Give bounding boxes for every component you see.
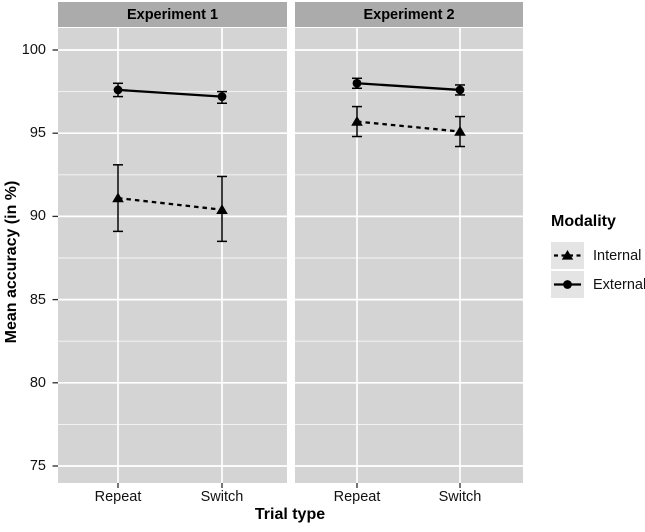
y-tick-label-75: 75 bbox=[29, 458, 46, 474]
legend-label-internal: Internal bbox=[593, 247, 642, 264]
marker-triangle-internal bbox=[454, 125, 466, 136]
legend-key-internal bbox=[551, 242, 584, 269]
legend-item-internal: Internal bbox=[551, 242, 645, 269]
marker-circle-external bbox=[113, 85, 123, 95]
marker-triangle-internal bbox=[351, 115, 363, 126]
series-line-external bbox=[117, 88, 223, 98]
y-tick-label-80: 80 bbox=[29, 375, 46, 391]
series-line-internal bbox=[117, 196, 223, 211]
x-tick-label-switch: Switch bbox=[438, 489, 482, 505]
marker-triangle-internal bbox=[112, 192, 124, 203]
x-tick-label-repeat: Repeat bbox=[94, 489, 142, 505]
facet-strip-experiment-1: Experiment 1 bbox=[58, 2, 287, 27]
dashed-triangle-sample-icon bbox=[554, 250, 581, 260]
legend-item-external: External bbox=[551, 271, 645, 298]
marker-circle-external bbox=[217, 92, 227, 101]
panel-1 bbox=[58, 28, 287, 483]
y-axis-title: Mean accuracy (in %) bbox=[3, 180, 20, 344]
y-tick-label-85: 85 bbox=[29, 292, 46, 308]
legend-key-external bbox=[551, 271, 584, 298]
y-tick-label-95: 95 bbox=[29, 125, 46, 141]
facet-strip-label: Experiment 1 bbox=[126, 6, 219, 23]
x-tick-label-switch: Switch bbox=[200, 489, 244, 505]
marker-circle-external bbox=[455, 85, 465, 95]
solid-circle-sample-icon bbox=[554, 280, 581, 289]
x-axis-title: Trial type bbox=[254, 506, 326, 523]
marker-triangle-internal bbox=[216, 204, 228, 214]
panel-2 bbox=[295, 28, 523, 483]
legend-title: Modality bbox=[551, 213, 616, 230]
facet-strip-label: Experiment 2 bbox=[363, 6, 455, 23]
facet-strip-experiment-2: Experiment 2 bbox=[295, 2, 523, 27]
legend: Modality Internal External bbox=[551, 213, 645, 300]
marker-circle-external bbox=[352, 78, 362, 88]
x-tick-label-repeat: Repeat bbox=[333, 489, 381, 505]
series-line-internal bbox=[356, 120, 461, 133]
legend-label-external: External bbox=[593, 276, 645, 293]
y-tick-label-90: 90 bbox=[29, 208, 46, 224]
series-line-external bbox=[356, 82, 461, 92]
y-tick-label-100: 100 bbox=[21, 42, 46, 58]
